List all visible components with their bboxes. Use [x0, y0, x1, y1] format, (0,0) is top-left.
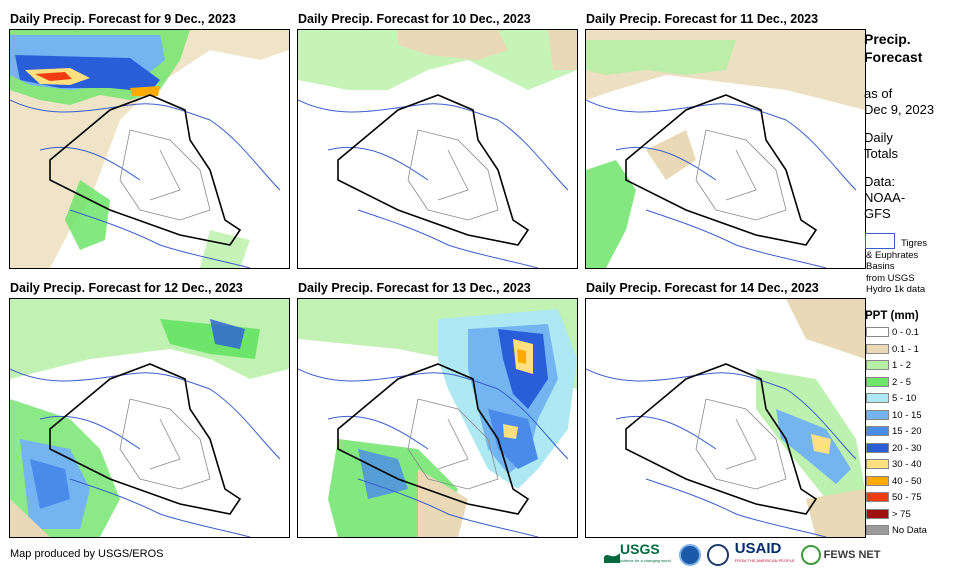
legend-swatch — [866, 393, 889, 403]
precip-field — [298, 299, 577, 537]
precip-field — [756, 299, 865, 537]
legend-swatch — [866, 376, 889, 387]
data-line2: NOAA- — [864, 190, 906, 205]
legend-swatch — [866, 327, 889, 337]
legend-swatch — [866, 508, 889, 519]
legend-swatch — [866, 475, 889, 486]
legend-title: PPT (mm) — [865, 310, 919, 322]
usgs-wordmark: USGS — [620, 541, 660, 557]
legend-label: 2 - 5 — [892, 376, 912, 388]
legend-label: 10 - 15 — [892, 409, 922, 421]
forecast-map-dec-12 — [9, 298, 290, 538]
precip-field — [10, 299, 289, 537]
province-boundaries — [695, 129, 787, 221]
fewsnet-globe-icon — [800, 545, 821, 565]
legend-swatch — [866, 360, 889, 370]
credit-text: Map produced by USGS/EROS — [10, 548, 164, 560]
as-of-date: as of Dec 9, 2023 — [864, 86, 934, 118]
data-source: Data: NOAA- GFS — [864, 174, 905, 222]
sidebar-title-line1: Precip. — [864, 31, 911, 47]
province-boundaries — [119, 129, 211, 221]
as-of-line1: as of — [864, 86, 893, 101]
daily-line2: Totals — [864, 146, 898, 161]
basin-line4: from USGS — [866, 272, 915, 284]
tigris-euphrates-basin-lines — [298, 368, 569, 537]
province-boundaries — [407, 129, 499, 221]
legend-swatch — [866, 459, 889, 469]
forecast-map-dec-13 — [297, 298, 578, 538]
panel-title-5: Daily Precip. Forecast for 13 Dec., 2023 — [298, 281, 531, 295]
basin-legend-text: Tigres & Euphrates Basins from USGS Hydr… — [866, 238, 966, 296]
legend-swatch — [866, 426, 889, 436]
legend-label: 1 - 2 — [892, 360, 912, 371]
legend-label: 20 - 30 — [892, 442, 922, 454]
country-border — [337, 94, 530, 246]
legend-label: 15 - 20 — [892, 426, 922, 437]
basin-line2: & Euphrates — [866, 249, 919, 261]
tigris-euphrates-basin-lines — [10, 99, 281, 268]
legend-label: No Data — [892, 525, 927, 536]
panel-title-2: Daily Precip. Forecast for 10 Dec., 2023 — [298, 12, 531, 26]
legend-swatch — [866, 343, 889, 354]
sidebar-title-line2: Forecast — [864, 49, 923, 65]
legend-label: > 75 — [892, 508, 911, 520]
panel-title-1: Daily Precip. Forecast for 9 Dec., 2023 — [10, 12, 236, 26]
usgs-wave-icon — [604, 553, 620, 563]
legend-label: 0.1 - 1 — [892, 343, 919, 355]
country-border — [625, 363, 818, 515]
country-border — [625, 94, 818, 246]
as-of-line2: Dec 9, 2023 — [864, 102, 935, 117]
precip-field — [10, 30, 289, 268]
usaid-tagline: FROM THE AMERICAN PEOPLE — [734, 558, 795, 563]
basin-legend-swatch — [865, 233, 895, 249]
panel-title-6: Daily Precip. Forecast for 14 Dec., 2023 — [586, 281, 819, 295]
panel-title-3: Daily Precip. Forecast for 11 Dec., 2023 — [586, 12, 819, 26]
precip-field — [298, 30, 577, 90]
province-boundaries — [695, 398, 787, 490]
usgs-tagline: science for a changing world — [620, 558, 671, 563]
basin-line5: Hydro 1k data — [866, 284, 926, 295]
panel-title-4: Daily Precip. Forecast for 12 Dec., 2023 — [10, 281, 243, 295]
legend-label: 50 - 75 — [892, 492, 922, 503]
usaid-wordmark: USAID — [734, 540, 782, 557]
daily-line1: Daily — [864, 130, 893, 145]
fewsnet-logo: FEWS NET — [800, 545, 881, 565]
data-line1: Data: — [864, 174, 896, 189]
country-border — [49, 94, 242, 246]
legend-label: 0 - 0.1 — [892, 327, 919, 338]
tigris-euphrates-basin-lines — [586, 99, 857, 268]
tigris-euphrates-basin-lines — [586, 368, 857, 537]
precip-field — [586, 30, 865, 268]
forecast-map-dec-10 — [297, 29, 578, 269]
province-boundaries — [407, 398, 499, 490]
legend-label: 30 - 40 — [892, 459, 922, 470]
dhs-seal-icon — [706, 544, 729, 566]
basin-line3: Basins — [866, 261, 895, 272]
province-boundaries — [119, 398, 211, 490]
forecast-map-dec-11 — [585, 29, 866, 269]
usgs-logo: USGS science for a changing world — [604, 541, 671, 566]
country-border — [337, 363, 530, 515]
noaa-logo-icon — [678, 544, 701, 566]
legend-swatch — [866, 442, 889, 453]
legend-label: 5 - 10 — [892, 393, 917, 404]
usaid-logo: USAID FROM THE AMERICAN PEOPLE — [734, 540, 795, 567]
legend-swatch — [866, 492, 889, 502]
tigris-euphrates-basin-lines — [298, 99, 569, 268]
forecast-map-dec-14 — [585, 298, 866, 538]
partner-logos: USGS science for a changing world USAID … — [604, 540, 881, 568]
country-border — [49, 363, 242, 515]
fewsnet-wordmark: FEWS NET — [823, 549, 881, 561]
basin-line1: Tigres — [901, 238, 928, 249]
data-line3: GFS — [864, 206, 891, 221]
legend-swatch — [866, 525, 889, 535]
legend-label: 40 - 50 — [892, 475, 922, 487]
sidebar-title: Precip. Forecast — [864, 30, 922, 66]
tigris-euphrates-basin-lines — [10, 368, 281, 537]
forecast-map-dec-9 — [9, 29, 290, 269]
legend-swatch — [866, 409, 889, 420]
daily-totals: Daily Totals — [864, 130, 898, 162]
